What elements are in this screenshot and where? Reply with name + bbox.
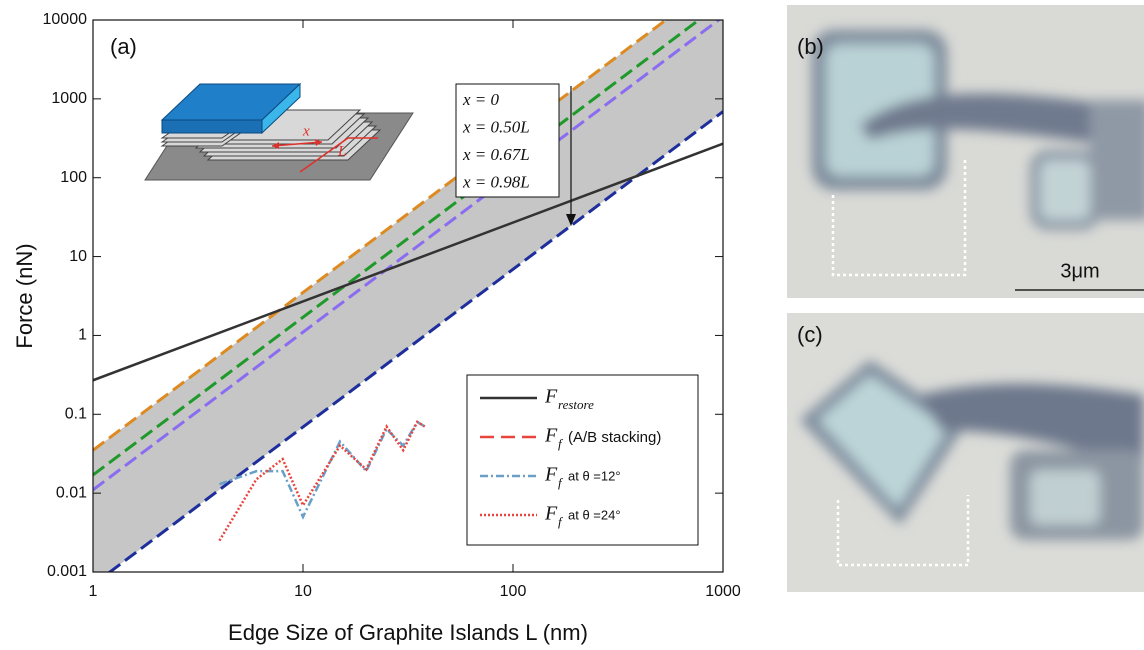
series-line: [218, 420, 426, 542]
y-tick-label: 0.001: [47, 563, 87, 580]
scale-bar-label: 3μm: [1060, 260, 1099, 282]
inset-label: L: [337, 143, 346, 159]
legend-text: at θ =24°: [568, 507, 621, 522]
legend-text: at θ =12°: [568, 468, 621, 483]
annotation-text: x = 0.67L: [462, 145, 530, 164]
plot-area: 0.001 0.01 0.1 1 10 100 1000 10000 1 10 100 1000 Edg…: [12, 11, 741, 645]
y-tick-label: 10000: [43, 11, 88, 28]
boundary-line: [93, 20, 702, 477]
band: [93, 20, 723, 572]
x-tick-label: 100: [500, 583, 527, 600]
legend-text: (A/B stacking): [568, 429, 661, 446]
panel-label: (b): [797, 34, 824, 59]
annotation-text: x = 0.98L: [462, 172, 530, 191]
inset-label: x: [302, 123, 310, 139]
annotation-box: [455, 83, 560, 198]
micrograph-b: [787, 5, 1144, 298]
legend-symbol: F: [544, 503, 558, 525]
legend-box: [466, 374, 699, 546]
x-tick-label: 10: [294, 583, 312, 600]
annotation-text: x = 0.50L: [462, 117, 530, 136]
plot-clip: [93, 20, 723, 572]
series-line: [219, 420, 426, 520]
boundary-line: [93, 20, 669, 452]
legend-subscript: f: [558, 475, 564, 490]
y-tick-label: 0.1: [65, 406, 87, 423]
boundary-line: [93, 20, 722, 492]
plot-frame: [92, 19, 724, 573]
legend-subscript: f: [558, 514, 564, 529]
boundary-line: [107, 110, 723, 572]
y-tick-label: 100: [60, 169, 87, 186]
y-tick-label: 10: [69, 248, 87, 265]
annotation-arrowhead: [566, 214, 576, 226]
series-line: [93, 142, 723, 382]
y-tick-label: 1: [78, 327, 87, 344]
legend-subscript: restore: [558, 397, 594, 412]
legend-subscript: f: [558, 436, 564, 451]
x-tick-label: 1000: [705, 583, 741, 600]
legend-symbol: F: [544, 386, 558, 408]
inset-illustration: x L: [144, 82, 414, 181]
micrograph-c: [787, 313, 1144, 592]
x-tick-label: 1: [89, 583, 98, 600]
panel-label: (a): [110, 34, 137, 59]
legend-symbol: F: [544, 425, 558, 447]
legend-symbol: F: [544, 464, 558, 486]
panel-label: (c): [797, 322, 823, 347]
y-tick-label: 1000: [51, 90, 87, 107]
x-axis-label: Edge Size of Graphite Islands L (nm): [228, 620, 588, 645]
y-tick-label: 0.01: [56, 484, 87, 501]
annotation-text: x = 0: [462, 90, 500, 109]
y-axis-label: Force (nN): [12, 243, 37, 348]
